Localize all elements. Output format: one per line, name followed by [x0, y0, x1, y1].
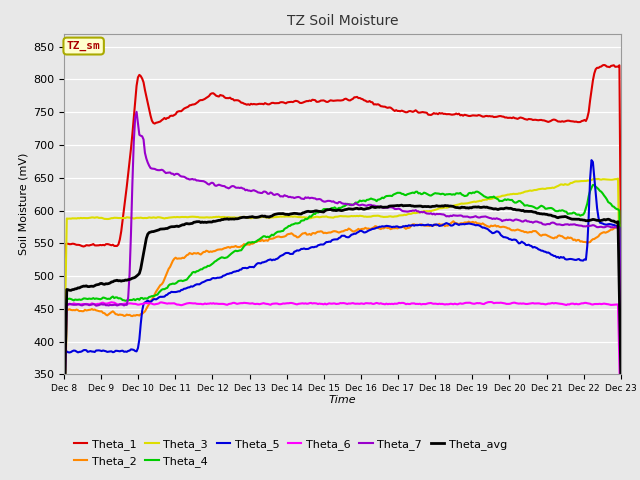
Theta_7	[412, 207, 419, 213]
Theta_5	[588, 157, 595, 163]
Theta_4	[589, 182, 596, 188]
Theta_4	[617, 307, 625, 312]
Theta_6	[127, 300, 135, 306]
Theta_4	[465, 191, 472, 196]
Y-axis label: Soil Moisture (mV): Soil Moisture (mV)	[19, 153, 29, 255]
Theta_4	[281, 226, 289, 232]
Line: Theta_7: Theta_7	[64, 112, 621, 405]
Theta_3	[462, 201, 470, 206]
Theta_avg	[412, 204, 419, 209]
Theta_7	[617, 349, 625, 355]
Theta_5	[127, 347, 135, 352]
Text: TZ_sm: TZ_sm	[67, 41, 100, 51]
Theta_4	[241, 242, 249, 248]
Theta_5	[462, 221, 470, 227]
Theta_2	[60, 455, 68, 460]
Theta_3	[614, 176, 622, 181]
Theta_1	[241, 101, 249, 107]
Theta_7	[467, 215, 474, 220]
Theta_avg	[398, 202, 406, 208]
Theta_avg	[60, 412, 68, 418]
Theta_2	[241, 242, 249, 248]
Theta_2	[410, 221, 418, 227]
Line: Theta_5: Theta_5	[64, 160, 621, 435]
Theta_3	[410, 210, 418, 216]
Theta_5	[410, 223, 418, 228]
Theta_2	[463, 220, 471, 226]
Theta_1	[281, 100, 289, 106]
Theta_1	[465, 113, 472, 119]
Theta_3	[617, 346, 625, 351]
Theta_1	[60, 361, 68, 367]
Theta_7	[243, 187, 251, 192]
Theta_7	[463, 214, 471, 219]
Theta_6	[487, 299, 495, 305]
Theta_1	[617, 242, 625, 248]
Theta_3	[465, 200, 472, 206]
Theta_avg	[467, 204, 474, 210]
Line: Theta_1: Theta_1	[64, 65, 621, 364]
Line: Theta_avg: Theta_avg	[64, 205, 621, 415]
Theta_2	[281, 234, 289, 240]
Theta_5	[465, 221, 472, 227]
Theta_2	[449, 218, 457, 224]
Theta_1	[410, 108, 418, 114]
Theta_4	[462, 193, 470, 199]
Theta_6	[465, 300, 472, 306]
Theta_3	[241, 214, 249, 220]
Theta_avg	[617, 372, 625, 377]
Legend: Theta_1, Theta_2, Theta_3, Theta_4, Theta_5, Theta_6, Theta_7, Theta_avg: Theta_1, Theta_2, Theta_3, Theta_4, Thet…	[70, 435, 511, 471]
Theta_6	[60, 421, 68, 427]
X-axis label: Time: Time	[328, 395, 356, 405]
Theta_4	[410, 190, 418, 196]
Line: Theta_4: Theta_4	[64, 185, 621, 452]
Theta_7	[282, 193, 290, 199]
Theta_5	[281, 251, 289, 257]
Theta_avg	[281, 211, 289, 217]
Theta_2	[617, 316, 625, 322]
Theta_2	[127, 313, 135, 319]
Theta_6	[281, 301, 289, 307]
Theta_1	[600, 62, 608, 68]
Theta_1	[462, 112, 470, 118]
Title: TZ Soil Moisture: TZ Soil Moisture	[287, 14, 398, 28]
Theta_3	[60, 370, 68, 375]
Theta_5	[617, 350, 625, 356]
Line: Theta_6: Theta_6	[64, 302, 621, 424]
Theta_avg	[241, 215, 249, 220]
Theta_4	[60, 449, 68, 455]
Line: Theta_2: Theta_2	[64, 221, 621, 457]
Theta_6	[410, 300, 418, 306]
Theta_5	[60, 432, 68, 438]
Theta_7	[60, 402, 68, 408]
Theta_5	[241, 265, 249, 271]
Theta_6	[617, 421, 625, 427]
Theta_6	[241, 300, 249, 306]
Theta_avg	[463, 205, 471, 211]
Theta_7	[132, 109, 140, 115]
Theta_avg	[127, 276, 135, 282]
Theta_3	[127, 215, 135, 221]
Theta_7	[127, 230, 135, 236]
Theta_3	[281, 214, 289, 219]
Theta_6	[462, 300, 470, 306]
Theta_1	[127, 145, 135, 151]
Line: Theta_3: Theta_3	[64, 179, 621, 372]
Theta_2	[467, 219, 474, 225]
Theta_4	[127, 297, 135, 303]
